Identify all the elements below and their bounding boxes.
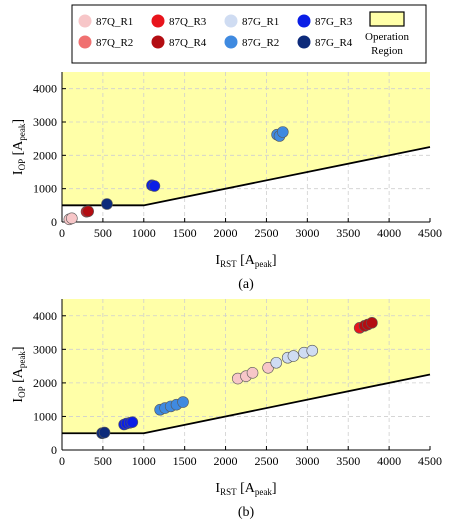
- operation-region: [62, 72, 430, 206]
- x-tick-label: 3000: [295, 226, 319, 240]
- y-tick-label: 4000: [33, 309, 57, 323]
- x-tick-label: 1500: [173, 454, 197, 468]
- legend-marker-87q_r1: [78, 14, 92, 28]
- data-point-87g_r1: [270, 356, 283, 369]
- subfigure-caption: (a): [238, 277, 254, 292]
- legend-marker-87q_r2: [78, 35, 92, 49]
- legend-label-87g_r2: 87G_R2: [242, 37, 279, 49]
- plot-a: 0 500 1000 1500 2000 2500 3000 3500 4000 4500 0 100…: [11, 72, 442, 292]
- data-point-87g_r2: [276, 126, 289, 138]
- x-tick-label: 1500: [173, 226, 197, 240]
- x-tick-label: 1000: [132, 226, 156, 240]
- y-tick-label: 0: [51, 443, 57, 457]
- legend-items: 87Q_R1 87Q_R2 87Q_R3 87Q_R4 87G_R1 87G_R2 87G_…: [78, 14, 353, 49]
- legend: 87Q_R1 87Q_R2 87Q_R3 87Q_R4 87G_R1 87G_R2 87G_…: [71, 4, 427, 64]
- subfigure-caption: (b): [238, 505, 255, 520]
- legend-label-87q_r4: 87Q_R4: [169, 37, 207, 49]
- legend-marker-87g_r2: [224, 35, 238, 49]
- x-tick-label: 4500: [418, 454, 442, 468]
- x-tick-label: 2000: [214, 226, 238, 240]
- legend-label-87g_r3: 87G_R3: [315, 16, 353, 28]
- y-tick-label: 4000: [33, 82, 57, 96]
- x-tick-label: 1000: [132, 454, 156, 468]
- legend-marker-87g_r4: [297, 35, 311, 49]
- operation-region: [62, 299, 430, 434]
- y-tick-label: 2000: [33, 148, 57, 162]
- data-point-87g_r1: [287, 350, 300, 362]
- x-tick-label: 500: [94, 226, 112, 240]
- legend-label-87q_r3: 87Q_R3: [169, 16, 207, 28]
- x-tick-label: 4000: [377, 226, 401, 240]
- y-axis-label: IOP [Apeak]: [11, 346, 27, 402]
- legend-marker-87g_r1: [224, 14, 238, 28]
- legend-label-87g_r1: 87G_R1: [242, 16, 279, 28]
- x-axis-label: IRST [Apeak]: [215, 481, 276, 497]
- legend-marker-87q_r4: [151, 35, 165, 49]
- x-tick-label: 3500: [336, 226, 360, 240]
- y-tick-label: 3000: [33, 342, 57, 356]
- grid: [62, 299, 430, 450]
- data-point-87q_r4: [82, 205, 94, 218]
- legend-region-label-line2: Region: [371, 45, 403, 57]
- x-tick-label: 3000: [295, 454, 319, 468]
- operating-characteristic-line: [62, 373, 431, 435]
- x-axis-label: IRST [Apeak]: [215, 253, 276, 269]
- x-tick-label: 3500: [336, 454, 360, 468]
- x-tick-label: 2500: [254, 454, 278, 468]
- legend-marker-87q_r3: [151, 14, 165, 28]
- data-point-87g_r2: [177, 396, 189, 408]
- x-tick-label: 4500: [418, 226, 442, 240]
- legend-label-87q_r1: 87Q_R1: [96, 16, 133, 28]
- y-tick-label: 2000: [33, 376, 57, 390]
- legend-label-87q_r2: 87Q_R2: [96, 37, 133, 49]
- y-axis-label: IOP [Apeak]: [11, 119, 27, 175]
- legend-box: [71, 4, 427, 64]
- grid: [62, 72, 430, 222]
- y-tick-label: 3000: [33, 115, 57, 129]
- y-tick-label: 1000: [33, 182, 57, 196]
- legend-region-swatch: [369, 11, 405, 27]
- data-point-87g_r1: [306, 344, 319, 357]
- plot-b: 0 500 1000 1500 2000 2500 3000 3500 4000 4500 0 100…: [11, 299, 442, 520]
- data-point-87g_r3: [148, 180, 161, 192]
- data-point-87q_r1: [66, 212, 78, 225]
- data-point-87g_r4: [101, 198, 113, 210]
- data-point-87q_r4: [366, 317, 378, 329]
- y-tick-label: 1000: [33, 409, 57, 423]
- x-tick-label: 4000: [377, 454, 401, 468]
- legend-marker-87g_r3: [297, 14, 311, 28]
- x-tick-label: 2500: [254, 226, 278, 240]
- x-tick-label: 0: [59, 226, 65, 240]
- x-tick-label: 0: [59, 454, 65, 468]
- legend-region-label-line1: Operation: [365, 31, 409, 43]
- legend-label-87g_r4: 87G_R4: [315, 37, 353, 49]
- operating-characteristic-line: [62, 146, 431, 207]
- x-tick-label: 2000: [214, 454, 238, 468]
- data-point-87g_r3: [126, 416, 139, 428]
- data-point-87q_r1: [246, 367, 259, 379]
- y-tick-label: 0: [51, 215, 57, 229]
- data-point-87g_r4: [98, 426, 111, 439]
- x-tick-label: 500: [94, 454, 112, 468]
